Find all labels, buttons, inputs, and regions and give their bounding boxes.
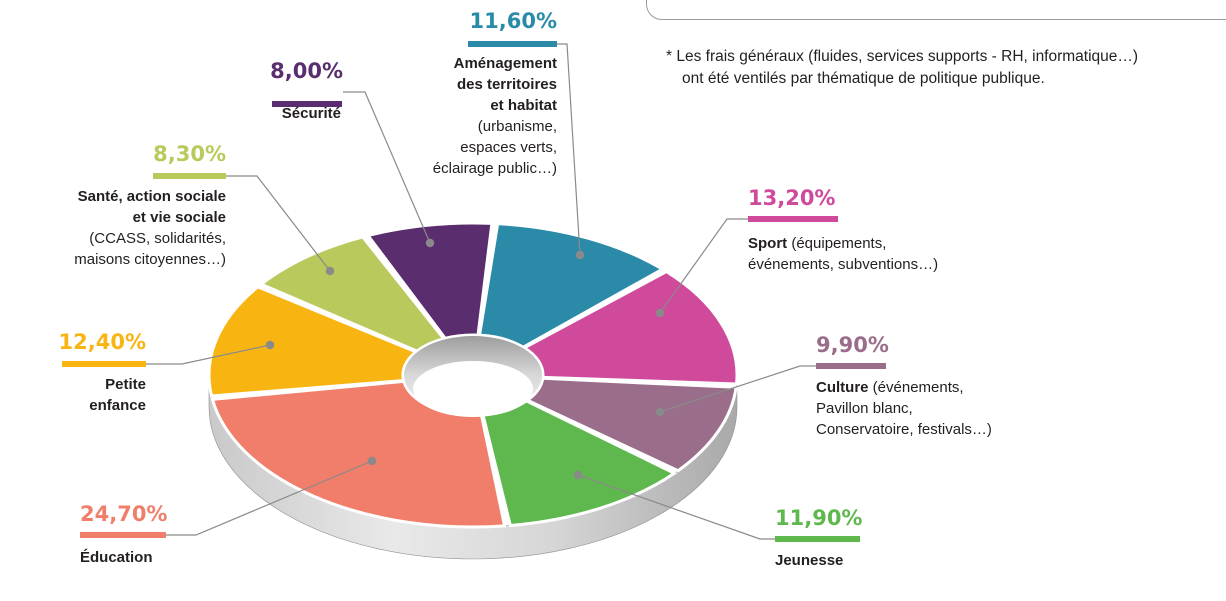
pct-label-securite: 8,00%: [270, 59, 343, 83]
donut-slices: [207, 221, 739, 529]
pct-label-sante: 8,30%: [153, 142, 226, 166]
pct-bar-sante: [153, 173, 226, 179]
leader-education: [166, 460, 373, 536]
pct-label-culture: 9,90%: [816, 333, 889, 357]
donut-hole: [402, 334, 544, 417]
pct-bar-petite_enfance: [62, 361, 146, 367]
leader-dot-petite_enfance: [265, 340, 275, 350]
slice-labels: 8,00% Sécurité 11,60% Aménagement des territ…: [59, 9, 992, 569]
leader-dot-amenagement: [575, 250, 585, 260]
leader-culture: [659, 365, 816, 413]
footnote-line-2: ont été ventilés par thématique de polit…: [682, 70, 1045, 87]
pct-bar-sport: [748, 216, 838, 222]
pct-label-education: 24,70%: [80, 502, 167, 526]
footnote: * Les frais généraux (fluides, services …: [666, 46, 1226, 90]
leader-lines: [146, 43, 816, 540]
leader-dot-culture: [655, 407, 665, 417]
pct-bar-culture: [816, 363, 886, 369]
pct-bar-securite: [272, 101, 342, 107]
pct-bar-jeunesse: [775, 536, 860, 542]
category-label-petite_enfance: Petite enfance: [89, 376, 146, 414]
leader-petite_enfance: [146, 344, 271, 365]
pct-label-petite_enfance: 12,40%: [59, 330, 146, 354]
leader-jeunesse: [577, 474, 775, 540]
pct-bar-amenagement: [468, 41, 557, 47]
category-label-education: Éducation: [80, 549, 153, 566]
pct-label-sport: 13,20%: [748, 186, 835, 210]
category-label-sante: Santé, action sociale et vie sociale (CCAS…: [74, 188, 226, 268]
category-label-amenagement: Aménagement des territoires et habitat (urb…: [433, 55, 557, 177]
leader-amenagement: [557, 43, 581, 256]
leader-dot-jeunesse: [573, 470, 583, 480]
footnote-line-1: * Les frais généraux (fluides, services …: [666, 48, 1139, 65]
category-label-jeunesse: Jeunesse: [775, 552, 843, 569]
leader-securite: [343, 91, 431, 244]
donut-hole-floor: [413, 361, 533, 417]
top-frame-box: [646, 0, 1226, 20]
leader-dot-securite: [425, 238, 435, 248]
category-label-culture: Culture (événements, Pavillon blanc, Conse…: [816, 379, 992, 438]
category-label-securite: Sécurité: [282, 105, 341, 122]
leader-dot-education: [367, 456, 377, 466]
pct-label-jeunesse: 11,90%: [775, 506, 862, 530]
category-label-sport: Sport (équipements, événements, subventio…: [748, 235, 938, 273]
leader-dot-sante: [325, 266, 335, 276]
leader-sport: [659, 218, 748, 314]
pct-bar-education: [80, 532, 166, 538]
leader-dot-sport: [655, 308, 665, 318]
leader-sante: [226, 175, 331, 272]
pct-label-amenagement: 11,60%: [470, 9, 557, 33]
